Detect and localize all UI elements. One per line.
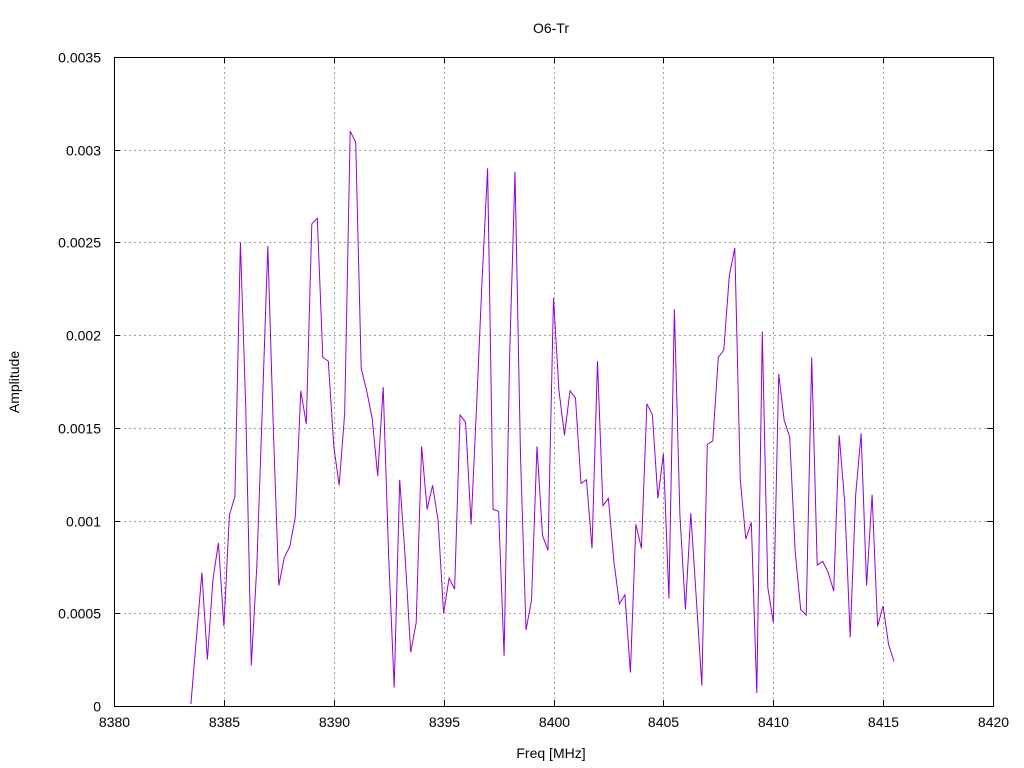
chart-title: O6-Tr <box>533 20 569 36</box>
x-axis-label: Freq [MHz] <box>516 745 585 761</box>
x-tick-label: 8380 <box>99 714 130 730</box>
tick-labels: 8380 8385 8390 8395 8400 8405 8410 8415 8420 0 0.0… <box>58 50 1009 731</box>
axis-ticks <box>114 57 994 707</box>
series-line <box>190 130 895 705</box>
x-tick-label: 8405 <box>648 714 679 730</box>
y-tick-label: 0.0035 <box>58 50 101 66</box>
x-tick-label: 8395 <box>429 714 460 730</box>
y-tick-label: 0.003 <box>66 143 101 159</box>
y-tick-label: 0.002 <box>66 328 101 344</box>
y-tick-label: 0.001 <box>66 514 101 530</box>
y-tick-label: 0 <box>93 699 101 715</box>
y-tick-label: 0.0025 <box>58 235 101 251</box>
y-axis-label: Amplitude <box>6 351 22 413</box>
x-tick-label: 8400 <box>539 714 570 730</box>
x-tick-label: 8415 <box>868 714 899 730</box>
x-tick-label: 8385 <box>209 714 240 730</box>
x-tick-label: 8390 <box>319 714 350 730</box>
series-layer <box>190 130 895 705</box>
grid-lines <box>114 57 993 706</box>
y-tick-label: 0.0005 <box>58 606 101 622</box>
x-tick-label: 8420 <box>978 714 1009 730</box>
y-tick-label: 0.0015 <box>58 421 101 437</box>
x-tick-label: 8410 <box>758 714 789 730</box>
